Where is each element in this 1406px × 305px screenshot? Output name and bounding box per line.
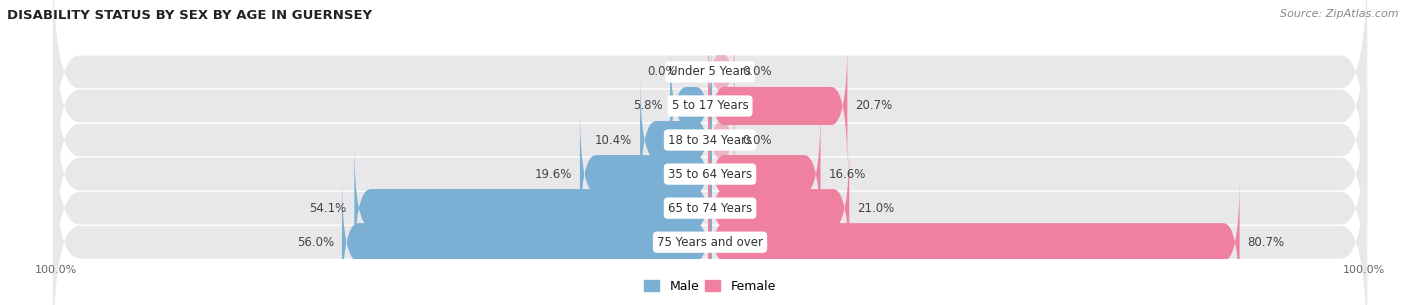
FancyBboxPatch shape — [640, 74, 711, 206]
Text: 80.7%: 80.7% — [1247, 236, 1285, 249]
FancyBboxPatch shape — [709, 176, 1240, 305]
Text: 21.0%: 21.0% — [858, 202, 894, 215]
Text: 10.4%: 10.4% — [595, 134, 633, 146]
Text: 65 to 74 Years: 65 to 74 Years — [668, 202, 752, 215]
FancyBboxPatch shape — [709, 108, 821, 240]
Text: 16.6%: 16.6% — [828, 168, 866, 181]
FancyBboxPatch shape — [709, 40, 848, 172]
Text: 0.0%: 0.0% — [648, 66, 678, 78]
Text: 18 to 34 Years: 18 to 34 Years — [668, 134, 752, 146]
FancyBboxPatch shape — [342, 176, 711, 305]
FancyBboxPatch shape — [53, 88, 1367, 305]
Text: 0.0%: 0.0% — [742, 66, 772, 78]
Text: 56.0%: 56.0% — [297, 236, 335, 249]
FancyBboxPatch shape — [709, 91, 735, 189]
FancyBboxPatch shape — [354, 142, 711, 274]
Text: 20.7%: 20.7% — [855, 99, 893, 113]
Text: 5 to 17 Years: 5 to 17 Years — [672, 99, 748, 113]
Text: 54.1%: 54.1% — [309, 202, 346, 215]
Text: Under 5 Years: Under 5 Years — [669, 66, 751, 78]
Text: 5.8%: 5.8% — [633, 99, 662, 113]
FancyBboxPatch shape — [53, 0, 1367, 226]
Text: 0.0%: 0.0% — [742, 134, 772, 146]
Text: DISABILITY STATUS BY SEX BY AGE IN GUERNSEY: DISABILITY STATUS BY SEX BY AGE IN GUERN… — [7, 9, 373, 22]
FancyBboxPatch shape — [53, 54, 1367, 294]
FancyBboxPatch shape — [53, 20, 1367, 260]
Text: 35 to 64 Years: 35 to 64 Years — [668, 168, 752, 181]
Text: Source: ZipAtlas.com: Source: ZipAtlas.com — [1281, 9, 1399, 19]
FancyBboxPatch shape — [709, 142, 849, 274]
FancyBboxPatch shape — [579, 108, 711, 240]
FancyBboxPatch shape — [709, 23, 735, 121]
Legend: Male, Female: Male, Female — [640, 275, 780, 298]
Text: 19.6%: 19.6% — [534, 168, 572, 181]
FancyBboxPatch shape — [671, 40, 711, 172]
FancyBboxPatch shape — [53, 122, 1367, 305]
FancyBboxPatch shape — [53, 0, 1367, 192]
Text: 75 Years and over: 75 Years and over — [657, 236, 763, 249]
